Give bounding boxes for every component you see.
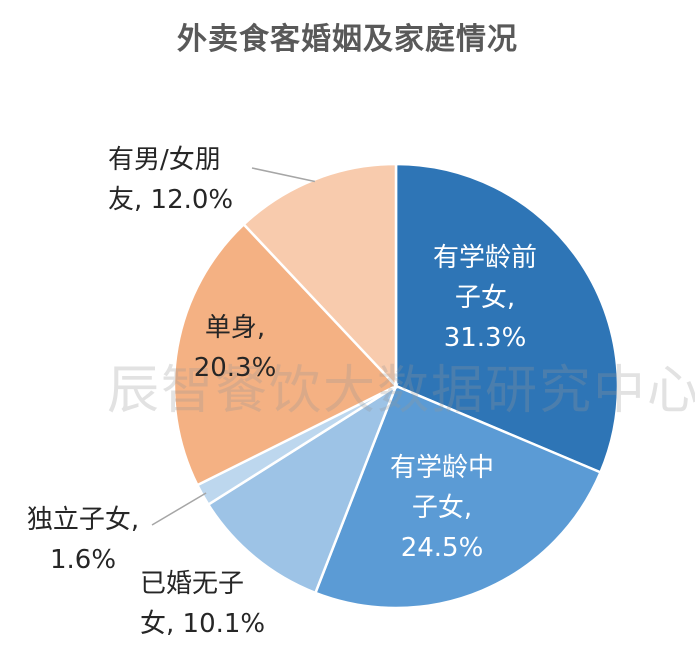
pie-slice-preschool-children [394,162,620,475]
pie-slice-single [172,222,399,487]
pie-slice-married-no-children [206,382,399,595]
data-label-single: 单身, 20.3% [193,313,277,383]
data-label-married-no-children: 已婚无子 女, 10.1% [140,569,266,639]
chart-title: 外卖食客婚姻及家庭情况 [177,22,518,57]
watermark: 辰智餐饮大数据研究中心 [107,361,695,421]
leader-line-dating [251,167,316,183]
leader-line-independent-children [151,492,207,526]
pie-slice-dating [242,162,398,390]
data-label-preschool-children: 有学龄前 子女, 31.3% [432,243,537,353]
data-label-independent-children: 独立子女, 1.6% [26,505,140,575]
data-label-dating: 有男/女朋 友, 12.0% [108,145,234,215]
data-label-school-age-children: 有学龄中 子女, 24.5% [389,453,494,563]
pie-slice-school-age-children [313,384,603,610]
